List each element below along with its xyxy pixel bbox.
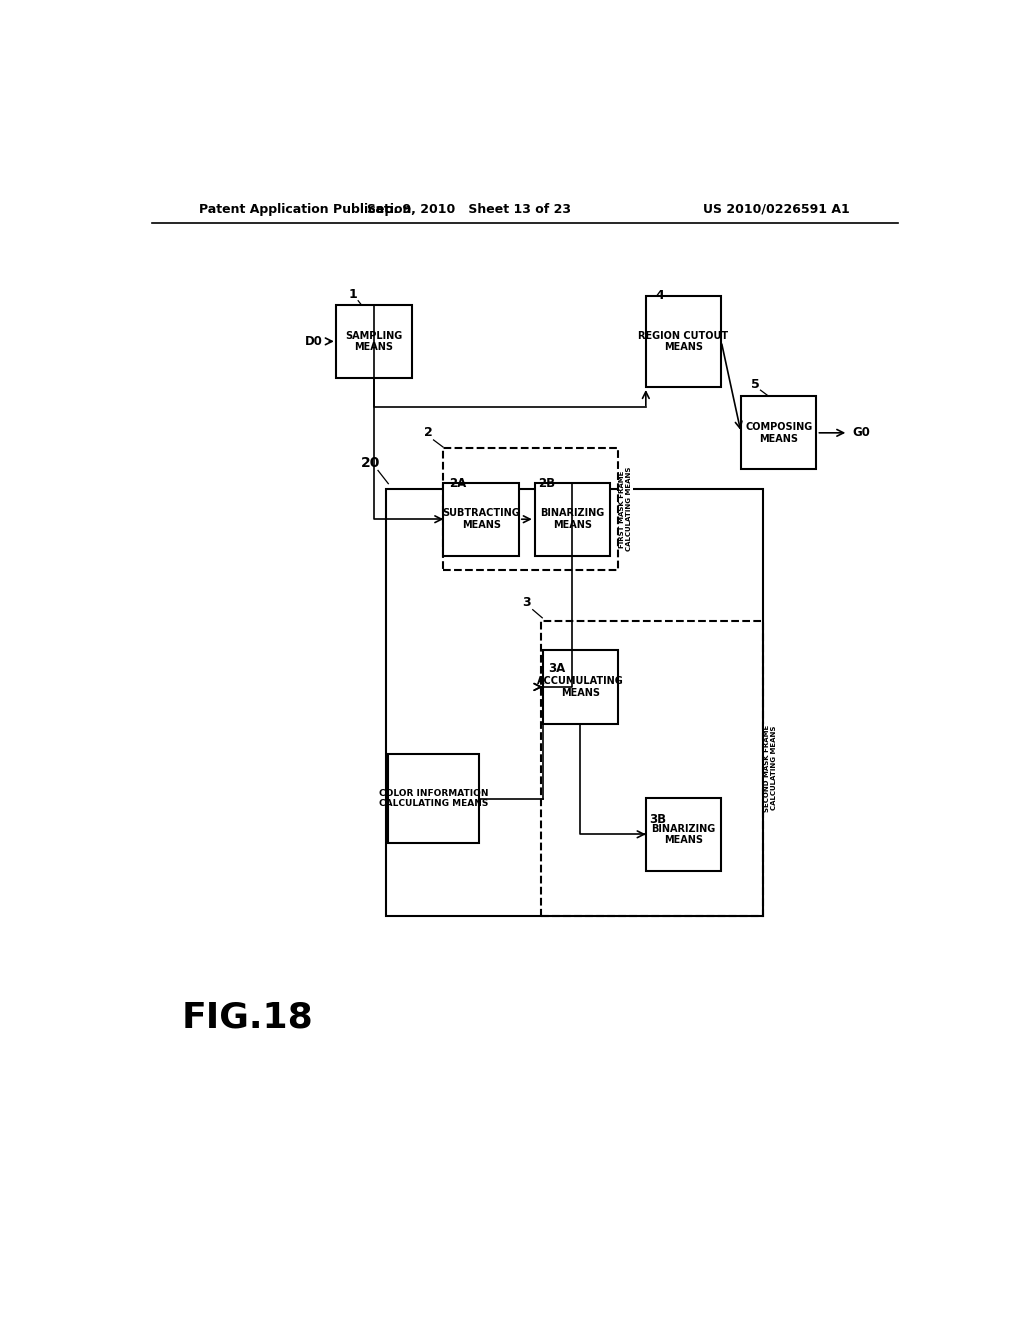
Bar bbox=[443, 447, 617, 570]
Text: 3A: 3A bbox=[548, 663, 565, 675]
Text: 1: 1 bbox=[348, 288, 357, 301]
Text: BINARIZING
MEANS: BINARIZING MEANS bbox=[651, 824, 716, 845]
Bar bbox=[646, 797, 721, 871]
Text: 5: 5 bbox=[751, 378, 760, 391]
Text: G0: G0 bbox=[852, 426, 870, 440]
Text: BINARIZING
MEANS: BINARIZING MEANS bbox=[541, 508, 604, 531]
Text: 4: 4 bbox=[655, 289, 665, 302]
Text: 2B: 2B bbox=[539, 477, 556, 490]
Bar bbox=[388, 754, 479, 843]
Text: 2: 2 bbox=[424, 426, 432, 440]
Bar bbox=[336, 305, 412, 378]
Text: 3: 3 bbox=[522, 597, 530, 609]
Bar bbox=[535, 483, 610, 556]
Text: ACCUMULATING
MEANS: ACCUMULATING MEANS bbox=[537, 676, 624, 698]
Text: 2A: 2A bbox=[449, 477, 466, 490]
Text: SAMPLING
MEANS: SAMPLING MEANS bbox=[345, 330, 402, 352]
Text: COLOR INFORMATION
CALCULATING MEANS: COLOR INFORMATION CALCULATING MEANS bbox=[379, 789, 488, 808]
Text: Sep. 9, 2010   Sheet 13 of 23: Sep. 9, 2010 Sheet 13 of 23 bbox=[368, 203, 571, 215]
Text: FIRST MASK FRAME
CALCULATING MEANS: FIRST MASK FRAME CALCULATING MEANS bbox=[620, 467, 632, 552]
Bar bbox=[741, 396, 816, 470]
Bar bbox=[541, 620, 763, 916]
Bar bbox=[443, 483, 519, 556]
Text: US 2010/0226591 A1: US 2010/0226591 A1 bbox=[703, 203, 850, 215]
Text: D0: D0 bbox=[304, 335, 323, 348]
Text: COMPOSING
MEANS: COMPOSING MEANS bbox=[745, 422, 812, 444]
Bar bbox=[646, 296, 721, 387]
Text: SUBTRACTING
MEANS: SUBTRACTING MEANS bbox=[442, 508, 520, 531]
Text: 20: 20 bbox=[361, 457, 381, 470]
Text: FIG.18: FIG.18 bbox=[181, 1001, 313, 1035]
Text: REGION CUTOUT
MEANS: REGION CUTOUT MEANS bbox=[638, 330, 729, 352]
Bar bbox=[386, 488, 763, 916]
Text: 3B: 3B bbox=[649, 813, 667, 825]
Bar bbox=[543, 651, 618, 723]
Text: Patent Application Publication: Patent Application Publication bbox=[200, 203, 412, 215]
Text: SECOND MASK FRAME
CALCULATING MEANS: SECOND MASK FRAME CALCULATING MEANS bbox=[765, 725, 777, 812]
